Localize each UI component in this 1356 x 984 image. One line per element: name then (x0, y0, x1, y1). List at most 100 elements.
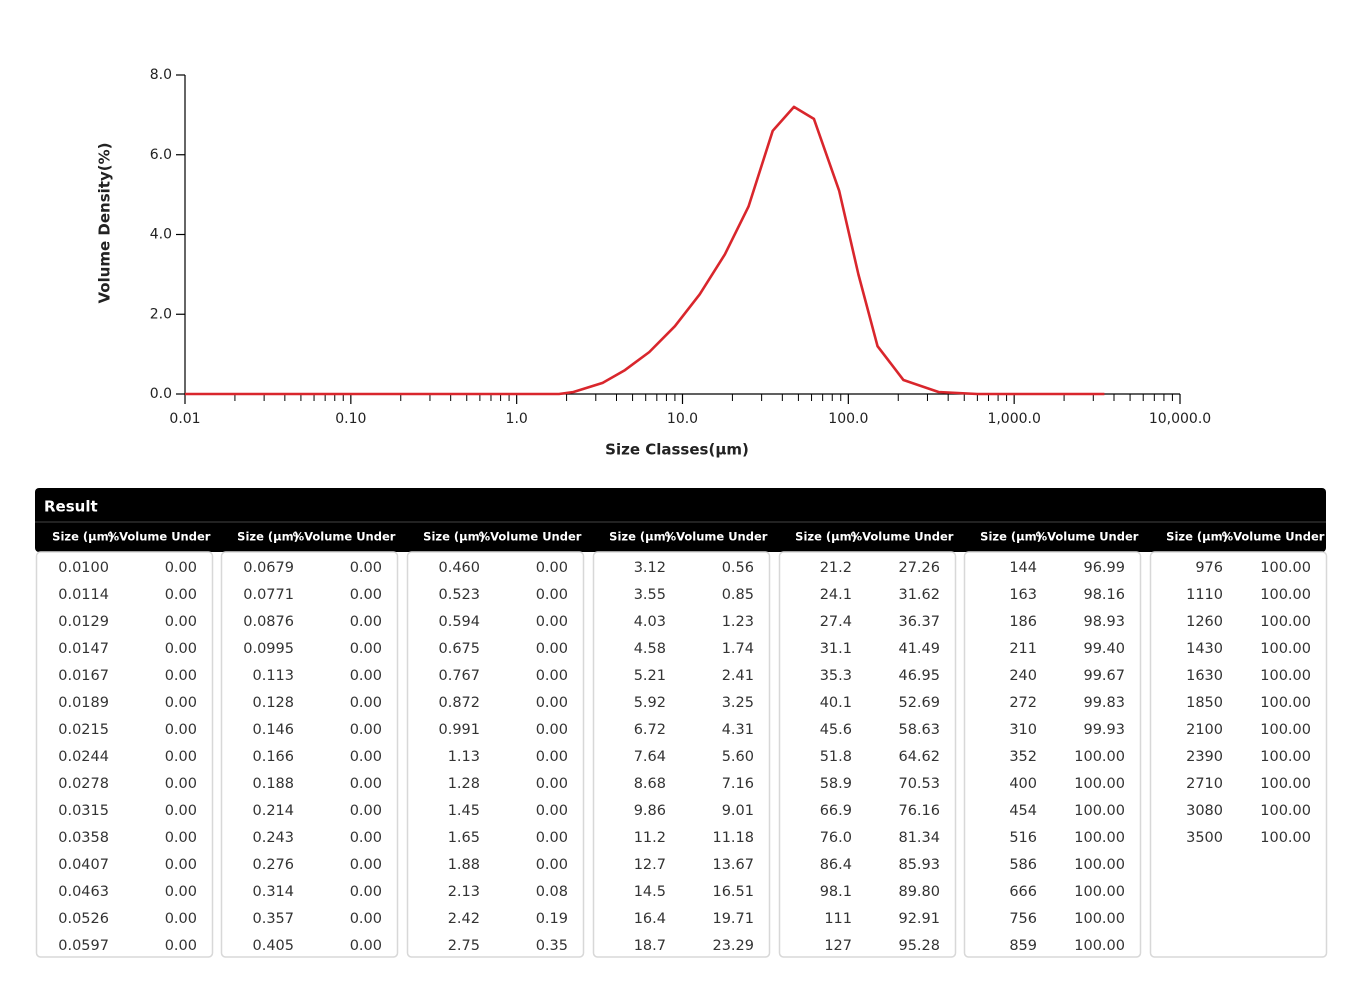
size-cell: 16.4 (634, 911, 666, 927)
column-header: Size (μm) (980, 530, 1042, 544)
size-cell: 2.75 (448, 938, 480, 954)
size-cell: 2.13 (448, 884, 480, 900)
volume-cell: 100.00 (1074, 776, 1125, 792)
x-axis-title: Size Classes(μm) (605, 441, 749, 459)
size-cell: 1.88 (448, 857, 480, 873)
volume-cell: 0.35 (536, 938, 568, 954)
volume-cell: 0.00 (350, 803, 382, 819)
volume-cell: 0.00 (165, 938, 197, 954)
size-cell: 1.28 (448, 776, 480, 792)
table-group-box (406, 551, 585, 958)
size-cell: 1.13 (448, 749, 480, 765)
size-cell: 240 (1009, 668, 1037, 684)
size-cell: 51.8 (820, 749, 852, 765)
size-cell: 1430 (1186, 641, 1223, 657)
x-tick-label: 0.10 (335, 411, 366, 427)
volume-cell: 0.00 (536, 614, 568, 630)
column-header: Size (μm) (423, 530, 485, 544)
volume-cell: 100.00 (1260, 641, 1311, 657)
column-header: Size (μm) (795, 530, 857, 544)
size-cell: 0.0147 (58, 641, 109, 657)
size-cell: 144 (1009, 560, 1037, 576)
x-tick-label: 10,000.0 (1149, 411, 1211, 427)
column-header: Size (μm) (237, 530, 299, 544)
size-cell: 0.405 (252, 938, 294, 954)
volume-cell: 0.00 (165, 695, 197, 711)
volume-cell: 0.00 (165, 830, 197, 846)
column-header: %Volume Under (665, 530, 768, 544)
y-tick-label: 6.0 (150, 147, 172, 163)
size-cell: 6.72 (634, 722, 666, 738)
volume-cell: 0.08 (536, 884, 568, 900)
volume-cell: 0.00 (536, 749, 568, 765)
volume-cell: 0.00 (536, 776, 568, 792)
column-header: %Volume Under (1222, 530, 1325, 544)
volume-cell: 0.00 (165, 641, 197, 657)
size-cell: 21.2 (820, 560, 852, 576)
volume-cell: 0.00 (350, 830, 382, 846)
size-cell: 31.1 (820, 641, 852, 657)
size-cell: 76.0 (820, 830, 852, 846)
volume-cell: 0.00 (350, 587, 382, 603)
size-cell: 0.460 (438, 560, 480, 576)
size-cell: 0.675 (438, 641, 480, 657)
volume-cell: 0.00 (536, 857, 568, 873)
size-cell: 272 (1009, 695, 1037, 711)
table-group-box (35, 551, 214, 958)
size-cell: 2710 (1186, 776, 1223, 792)
size-cell: 3080 (1186, 803, 1223, 819)
size-cell: 0.146 (252, 722, 294, 738)
table-group-box (220, 551, 399, 958)
volume-cell: 19.71 (712, 911, 754, 927)
volume-cell: 100.00 (1260, 560, 1311, 576)
volume-cell: 0.56 (722, 560, 754, 576)
size-cell: 0.0244 (58, 749, 109, 765)
volume-cell: 0.00 (536, 803, 568, 819)
volume-cell: 41.49 (898, 641, 940, 657)
volume-cell: 0.00 (350, 560, 382, 576)
size-cell: 400 (1009, 776, 1037, 792)
volume-cell: 31.62 (898, 587, 940, 603)
size-cell: 3.12 (634, 560, 666, 576)
size-cell: 14.5 (634, 884, 666, 900)
x-tick-label: 10.0 (667, 411, 698, 427)
size-cell: 2390 (1186, 749, 1223, 765)
size-cell: 0.0215 (58, 722, 109, 738)
size-cell: 756 (1009, 911, 1037, 927)
volume-cell: 58.63 (898, 722, 940, 738)
y-tick-label: 0.0 (150, 386, 172, 402)
volume-cell: 96.99 (1083, 560, 1125, 576)
volume-cell: 0.00 (536, 722, 568, 738)
volume-cell: 99.83 (1083, 695, 1125, 711)
volume-cell: 0.00 (350, 884, 382, 900)
table-group-box (963, 551, 1142, 958)
size-cell: 98.1 (820, 884, 852, 900)
volume-cell: 16.51 (712, 884, 754, 900)
size-cell: 58.9 (820, 776, 852, 792)
volume-cell: 0.00 (536, 587, 568, 603)
size-cell: 9.86 (634, 803, 666, 819)
size-cell: 24.1 (820, 587, 852, 603)
table-title: Result (44, 498, 98, 516)
size-cell: 0.0876 (243, 614, 294, 630)
volume-cell: 0.00 (165, 614, 197, 630)
volume-cell: 0.00 (165, 749, 197, 765)
data-line (185, 105, 1105, 396)
volume-cell: 0.00 (536, 668, 568, 684)
table-group-box (778, 551, 957, 958)
volume-cell: 0.00 (350, 722, 382, 738)
volume-cell: 4.31 (722, 722, 754, 738)
volume-cell: 100.00 (1074, 911, 1125, 927)
volume-cell: 0.00 (536, 560, 568, 576)
volume-cell: 0.00 (350, 668, 382, 684)
size-cell: 8.68 (634, 776, 666, 792)
volume-cell: 100.00 (1074, 803, 1125, 819)
size-cell: 516 (1009, 830, 1037, 846)
volume-cell: 0.00 (536, 641, 568, 657)
size-cell: 5.21 (634, 668, 666, 684)
column-header: %Volume Under (479, 530, 582, 544)
column-header: %Volume Under (1036, 530, 1139, 544)
size-cell: 1.45 (448, 803, 480, 819)
volume-cell: 3.25 (722, 695, 754, 711)
volume-cell: 99.93 (1083, 722, 1125, 738)
